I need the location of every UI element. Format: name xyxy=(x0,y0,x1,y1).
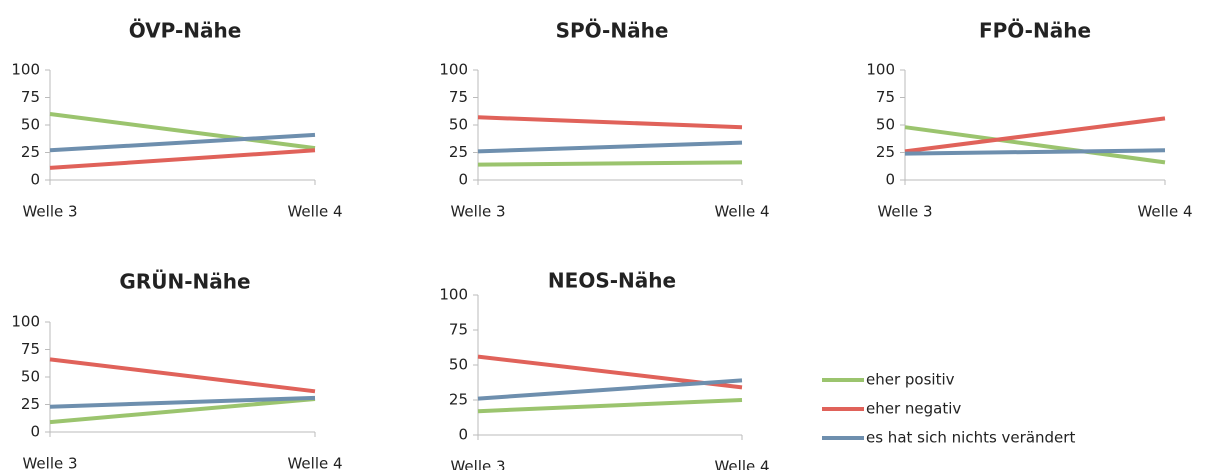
y-tick-label: 75 xyxy=(449,88,468,106)
x-tick-label: Welle 3 xyxy=(22,203,77,221)
chart-title: FPÖ-Nähe xyxy=(979,19,1091,43)
y-tick-label: 50 xyxy=(449,356,468,374)
line-series xyxy=(49,357,316,394)
y-tick-label: 50 xyxy=(21,116,40,134)
x-tick-label: Welle 4 xyxy=(714,458,769,470)
y-tick-label: 100 xyxy=(11,313,40,331)
y-tick-label: 0 xyxy=(885,171,895,189)
line-series xyxy=(904,116,1166,154)
line-series xyxy=(477,140,743,154)
line-series xyxy=(49,132,316,153)
y-tick-label: 0 xyxy=(458,171,468,189)
chart-title: NEOS-Nähe xyxy=(548,269,676,293)
y-tick-label: 25 xyxy=(876,143,895,161)
x-tick-label: Welle 4 xyxy=(287,203,342,221)
y-tick-label: 0 xyxy=(30,423,40,441)
y-tick-label: 75 xyxy=(21,88,40,106)
y-tick-label: 0 xyxy=(30,171,40,189)
y-tick-label: 25 xyxy=(21,395,40,413)
line-series xyxy=(49,397,316,425)
y-tick-label: 25 xyxy=(449,391,468,409)
y-tick-label: 100 xyxy=(439,61,468,79)
x-tick-label: Welle 3 xyxy=(22,455,77,470)
legend-label: eher positiv xyxy=(866,371,955,389)
y-tick-label: 25 xyxy=(21,143,40,161)
y-tick-label: 75 xyxy=(449,321,468,339)
x-tick-label: Welle 4 xyxy=(714,203,769,221)
x-tick-label: Welle 3 xyxy=(450,458,505,470)
line-series xyxy=(477,378,743,401)
y-tick-label: 25 xyxy=(449,143,468,161)
line-series xyxy=(904,125,1166,165)
line-series xyxy=(49,112,316,151)
chart-title: ÖVP-Nähe xyxy=(129,19,242,43)
line-series xyxy=(477,398,743,414)
x-tick-label: Welle 3 xyxy=(450,203,505,221)
line-series xyxy=(49,395,316,409)
legend-label: eher negativ xyxy=(866,400,961,418)
y-tick-label: 75 xyxy=(876,88,895,106)
x-tick-label: Welle 3 xyxy=(877,203,932,221)
legend-label: es hat sich nichts verändert xyxy=(866,429,1075,447)
y-tick-label: 50 xyxy=(21,368,40,386)
y-tick-label: 100 xyxy=(866,61,895,79)
line-series xyxy=(477,160,743,167)
y-tick-label: 100 xyxy=(439,286,468,304)
line-series xyxy=(904,148,1166,156)
line-series xyxy=(49,148,316,170)
y-tick-label: 75 xyxy=(21,340,40,358)
y-tick-label: 50 xyxy=(876,116,895,134)
y-tick-label: 0 xyxy=(458,426,468,444)
line-series xyxy=(477,115,743,130)
y-tick-label: 50 xyxy=(449,116,468,134)
x-tick-label: Welle 4 xyxy=(1137,203,1192,221)
chart-title: SPÖ-Nähe xyxy=(556,19,669,43)
y-tick-label: 100 xyxy=(11,61,40,79)
chart-title: GRÜN-Nähe xyxy=(119,270,250,294)
x-tick-label: Welle 4 xyxy=(287,455,342,470)
